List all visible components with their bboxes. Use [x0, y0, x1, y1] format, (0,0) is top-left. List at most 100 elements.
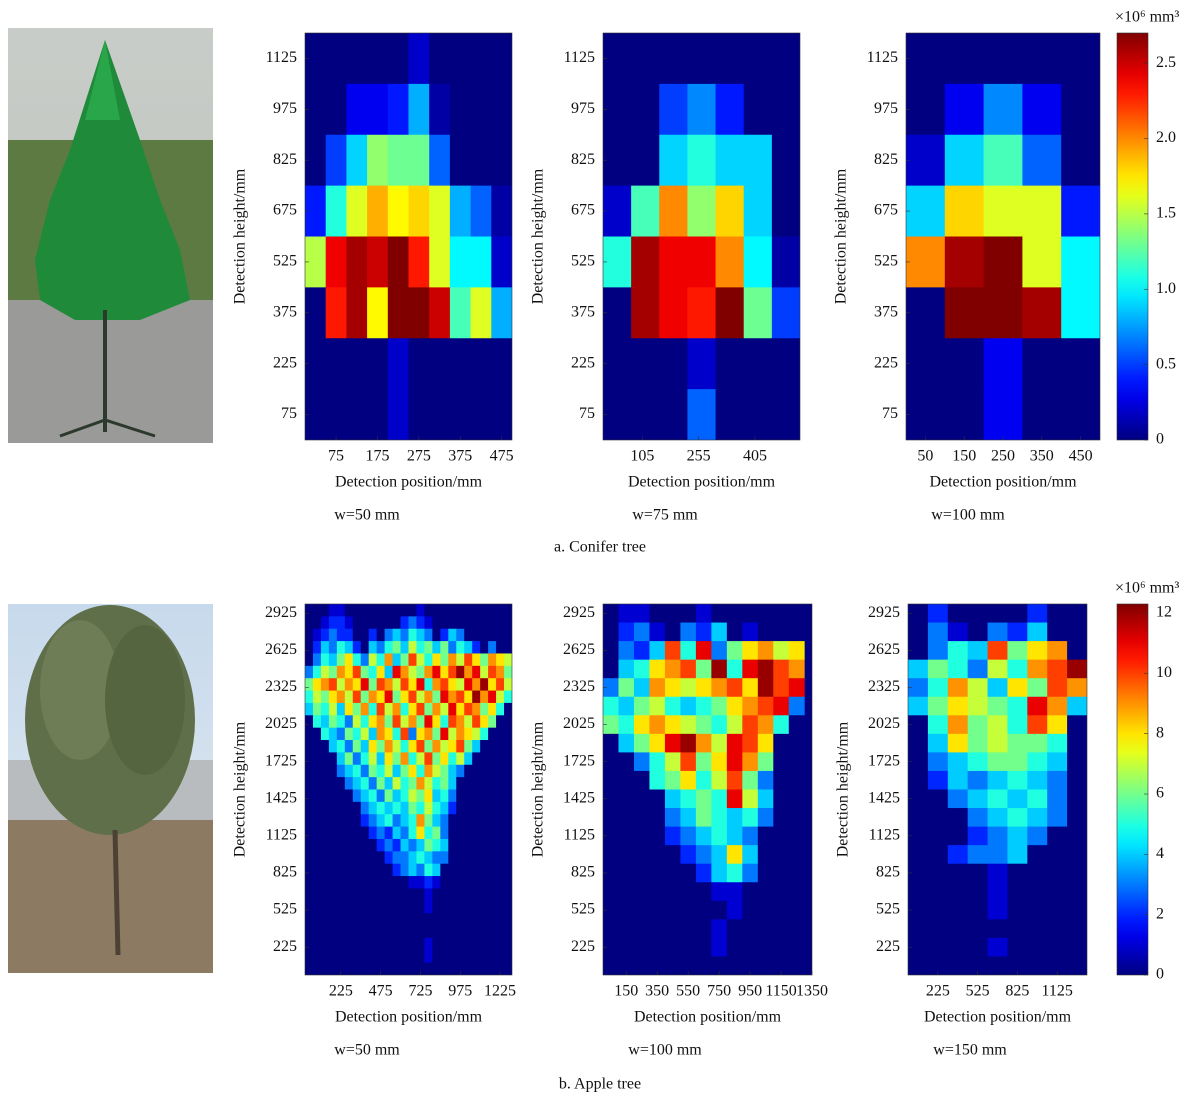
heat-cell	[464, 938, 472, 951]
heat-cell	[345, 864, 353, 877]
heat-cell	[504, 666, 512, 679]
x-axis-title: Detection position/mm	[929, 474, 1077, 491]
heat-cell	[448, 678, 456, 691]
heat-cell	[377, 715, 385, 728]
heat-cell	[345, 938, 353, 951]
heat-cell	[1027, 938, 1047, 957]
heat-cell	[711, 938, 727, 957]
heat-cell	[329, 950, 337, 963]
heat-cell	[409, 287, 430, 338]
heat-cell	[416, 740, 424, 753]
heat-cell	[1007, 771, 1027, 790]
heat-cell	[393, 827, 401, 840]
heat-cell	[988, 827, 1008, 846]
heat-cell	[432, 715, 440, 728]
heat-cell	[504, 950, 512, 963]
heat-cell	[305, 777, 313, 790]
heat-cell	[945, 33, 984, 84]
heat-cell	[727, 827, 743, 846]
x-tick-label: 375	[448, 448, 472, 465]
heat-cell	[337, 851, 345, 864]
heat-cell	[448, 740, 456, 753]
heat-cell	[773, 697, 789, 716]
heat-cell	[369, 616, 377, 629]
heat-cell	[472, 963, 480, 976]
heat-cell	[409, 691, 417, 704]
heat-cell	[928, 827, 948, 846]
y-tick-label: 825	[571, 151, 595, 168]
heat-cell	[496, 616, 504, 629]
heat-cell	[456, 827, 464, 840]
heat-cell	[1007, 752, 1027, 771]
heat-cell	[432, 851, 440, 864]
heat-cell	[337, 653, 345, 666]
heat-cell	[401, 715, 409, 728]
heat-cell	[377, 901, 385, 914]
y-tick-label: 225	[571, 354, 595, 371]
heat-cell	[496, 728, 504, 741]
heat-cell	[401, 839, 409, 852]
heat-cell	[416, 827, 424, 840]
heat-cell	[1061, 33, 1100, 84]
heat-cell	[305, 752, 313, 765]
heat-cell	[346, 186, 367, 237]
y-tick-label: 1125	[867, 49, 898, 66]
colorbar-label: ×10⁶ mm³	[1115, 9, 1179, 26]
heat-cell	[649, 808, 665, 827]
heat-cell	[742, 771, 758, 790]
x-tick-label: 450	[1069, 448, 1093, 465]
heat-cell	[346, 389, 367, 440]
heat-cell	[416, 913, 424, 926]
heat-cell	[448, 938, 456, 951]
heat-cell	[727, 623, 743, 642]
heat-cell	[409, 901, 417, 914]
heat-cell	[346, 135, 367, 186]
heat-cell	[337, 888, 345, 901]
heat-cell	[680, 845, 696, 864]
heat-cell	[742, 790, 758, 809]
heat-cell	[496, 641, 504, 654]
heat-cell	[758, 827, 774, 846]
heat-cell	[945, 84, 984, 135]
heat-cell	[345, 653, 353, 666]
heat-cell	[369, 777, 377, 790]
heat-cell	[1067, 641, 1087, 660]
heat-cell	[361, 678, 369, 691]
heat-cell	[337, 938, 345, 951]
heat-cell	[504, 790, 512, 803]
heat-cell	[1047, 734, 1067, 753]
heat-cell	[496, 752, 504, 765]
heat-cell	[393, 790, 401, 803]
conifer-photo	[8, 28, 213, 443]
heat-cell	[968, 882, 988, 901]
heat-cell	[504, 641, 512, 654]
heat-cell	[789, 697, 805, 716]
heat-cell	[416, 790, 424, 803]
heat-cell	[649, 901, 665, 920]
heat-cell	[488, 876, 496, 889]
heat-cell	[618, 771, 634, 790]
heat-cell	[401, 864, 409, 877]
heat-cell	[496, 790, 504, 803]
heat-cell	[329, 802, 337, 815]
heat-cell	[385, 926, 393, 939]
heat-cell	[744, 237, 773, 288]
heat-cell	[618, 901, 634, 920]
heat-cell	[345, 715, 353, 728]
heat-cell	[680, 882, 696, 901]
heat-cell	[432, 616, 440, 629]
heat-cell	[377, 728, 385, 741]
heat-cell	[361, 938, 369, 951]
heat-cell	[618, 623, 634, 642]
heat-cell	[337, 691, 345, 704]
heat-cell	[329, 740, 337, 753]
heat-cell	[369, 715, 377, 728]
heat-cell	[711, 790, 727, 809]
heat-cell	[984, 84, 1023, 135]
subplot-caption: w=50 mm	[334, 1042, 400, 1059]
heat-cell	[305, 641, 313, 654]
heat-cell	[948, 771, 968, 790]
heat-cell	[369, 963, 377, 976]
heat-cell	[491, 389, 512, 440]
heat-cell	[649, 623, 665, 642]
